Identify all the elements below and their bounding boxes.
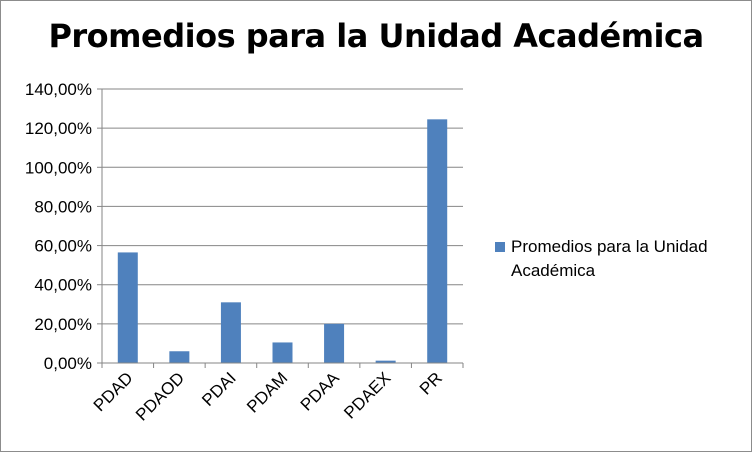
bar-pdaod: [169, 351, 190, 363]
x-tick-label: PDAA: [297, 368, 344, 415]
x-tick-label: PDAM: [243, 368, 291, 416]
x-tick-label: PR: [416, 368, 446, 398]
y-tick-label: 80,00%: [34, 197, 92, 216]
y-tick-label: 20,00%: [34, 315, 92, 334]
bar-pdam: [272, 342, 293, 363]
bar-pdad: [117, 252, 138, 363]
bar-pdaa: [324, 323, 345, 363]
chart-title: Promedios para la Unidad Académica: [48, 17, 704, 55]
legend-label: Promedios para la Unidad Académica: [511, 237, 708, 280]
bar-pdai: [220, 302, 241, 363]
bar-pdaex: [375, 360, 396, 363]
bar-pr: [427, 119, 448, 363]
x-tick-label: PDAD: [90, 368, 137, 415]
y-tick-label: 100,00%: [25, 158, 92, 177]
y-tick-label: 120,00%: [25, 119, 92, 138]
x-tick-label: PDAI: [198, 368, 239, 409]
legend-swatch: [495, 242, 505, 252]
y-tick-label: 60,00%: [34, 237, 92, 256]
x-tick-label: PDAEX: [340, 368, 394, 422]
y-tick-label: 40,00%: [34, 276, 92, 295]
y-tick-label: 0,00%: [44, 354, 92, 373]
x-tick-label: PDAOD: [132, 368, 188, 424]
y-tick-label: 140,00%: [25, 80, 92, 99]
